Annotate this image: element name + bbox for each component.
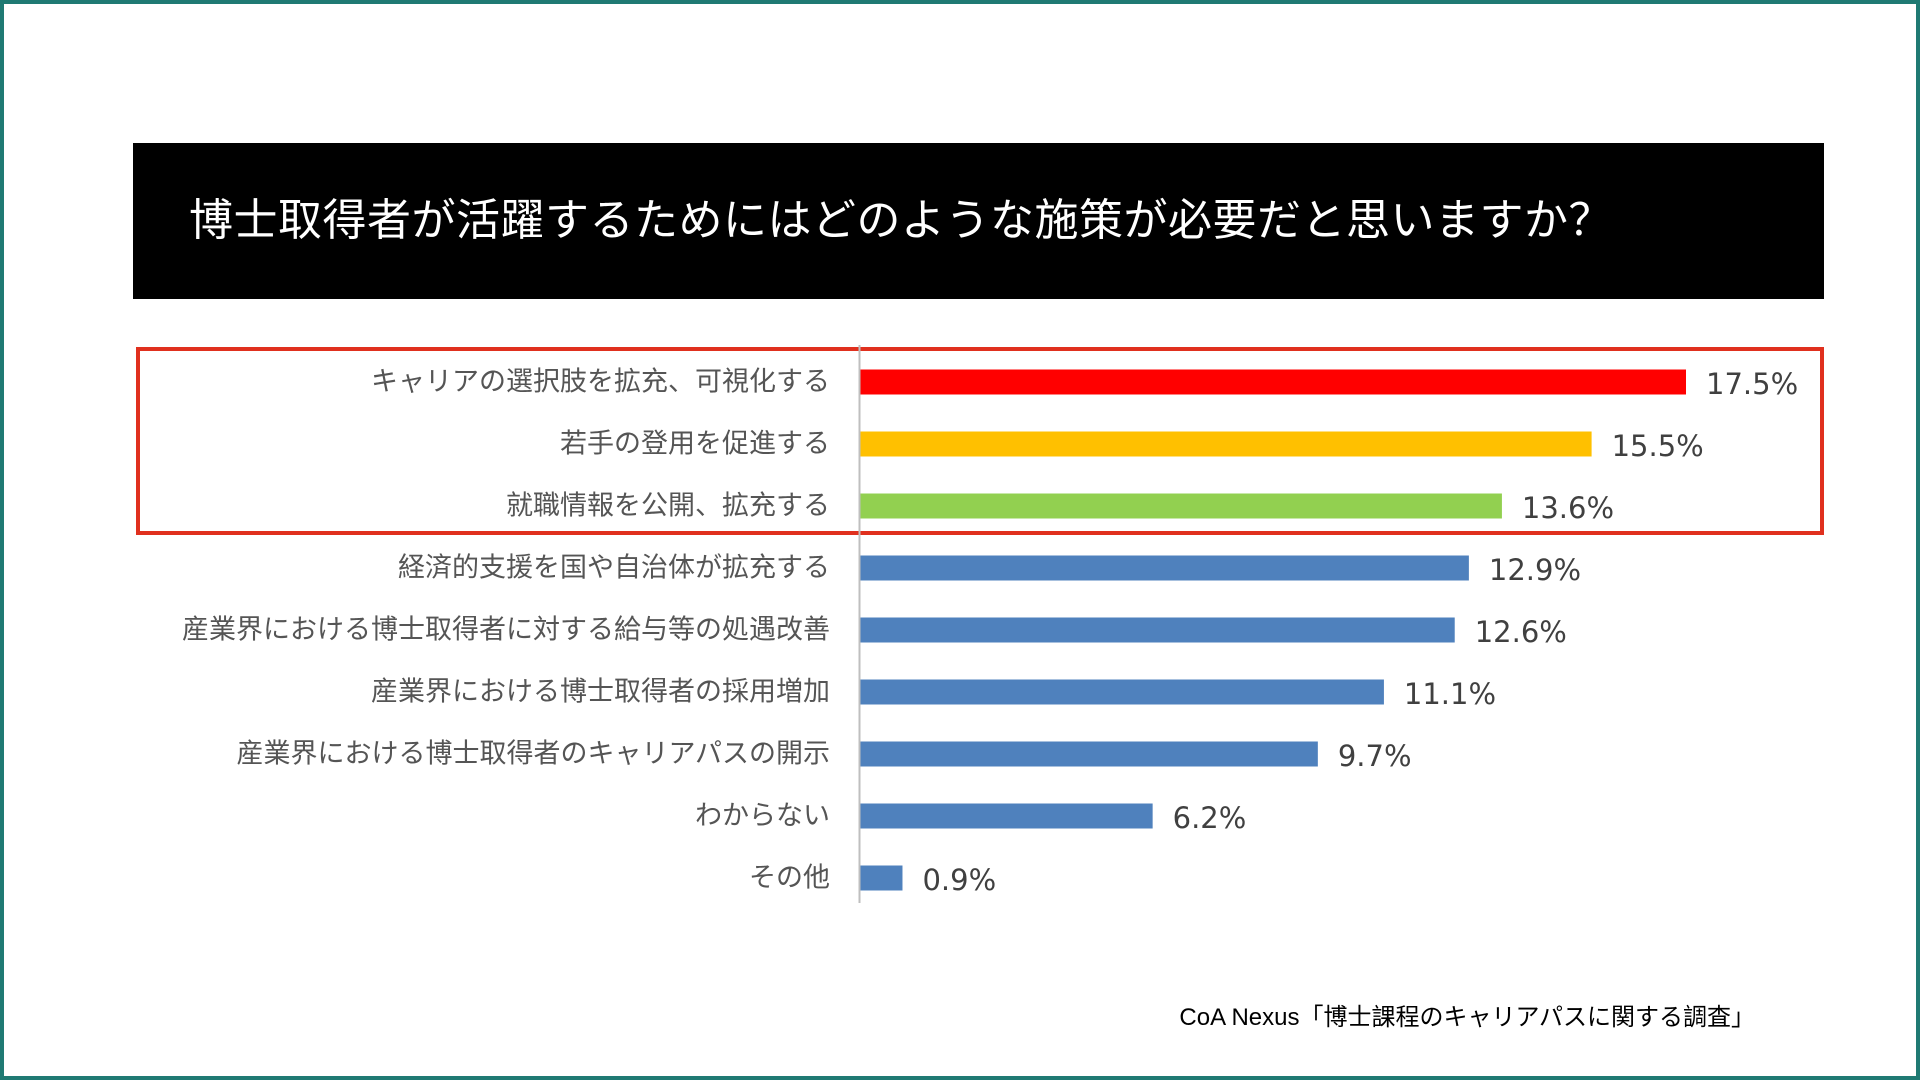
- category-label-2: 若手の登用を促進する: [560, 429, 830, 460]
- highlight-layer: [136, 347, 1824, 535]
- category-label-4: 経済的支援を国や自治体が拡充する: [398, 553, 830, 584]
- values-layer: 17.5%15.5% 13.6% 12.9% 12.6% 11.1% 9.7% 6.2% 0.…: [922, 367, 1798, 897]
- bars-layer: [860, 369, 1686, 891]
- category-label-1: キャリアの選択肢を拡充、可視化する: [371, 367, 830, 398]
- value-label-7: 9.7%: [1338, 739, 1412, 773]
- title-bar: 博士取得者が活躍するためにはどのような施策が必要だと思いますか？: [133, 143, 1824, 299]
- value-label-3: 13.6%: [1522, 491, 1614, 525]
- bar-chart: キャリアの選択肢を拡充、可視化する若手の登用を促進する就職情報を公開、拡充する経…: [136, 345, 1824, 903]
- labels-layer: キャリアの選択肢を拡充、可視化する若手の登用を促進する就職情報を公開、拡充する経…: [182, 367, 830, 894]
- value-label-4: 12.9%: [1489, 553, 1581, 587]
- category-label-7: 産業界における博士取得者のキャリアパスの開示: [237, 739, 830, 770]
- source-caption: CoA Nexus「博士課程のキャリアパスに関する調査」: [1179, 1004, 1755, 1031]
- value-label-8: 6.2%: [1173, 801, 1247, 835]
- bar-6: [860, 679, 1384, 705]
- bar-7: [860, 741, 1318, 767]
- value-label-5: 12.6%: [1475, 615, 1567, 649]
- category-label-9: その他: [749, 863, 830, 894]
- highlight-box: [136, 347, 1824, 535]
- category-label-5: 産業界における博士取得者に対する給与等の処遇改善: [182, 615, 830, 646]
- bar-8: [860, 803, 1153, 829]
- bar-5: [860, 617, 1455, 643]
- value-label-1: 17.5%: [1706, 367, 1798, 401]
- bar-3: [860, 493, 1502, 519]
- category-label-3: 就職情報を公開、拡充する: [506, 491, 830, 522]
- value-label-9: 0.9%: [922, 863, 996, 897]
- category-label-6: 産業界における博士取得者の採用増加: [371, 677, 830, 708]
- bar-9: [860, 865, 903, 891]
- chart-title: 博士取得者が活躍するためにはどのような施策が必要だと思いますか？: [189, 195, 1613, 246]
- category-label-8: わからない: [695, 801, 830, 832]
- bar-1: [860, 369, 1686, 395]
- bar-4: [860, 555, 1469, 581]
- value-label-6: 11.1%: [1404, 677, 1496, 711]
- value-label-2: 15.5%: [1612, 429, 1704, 463]
- bar-2: [860, 431, 1592, 457]
